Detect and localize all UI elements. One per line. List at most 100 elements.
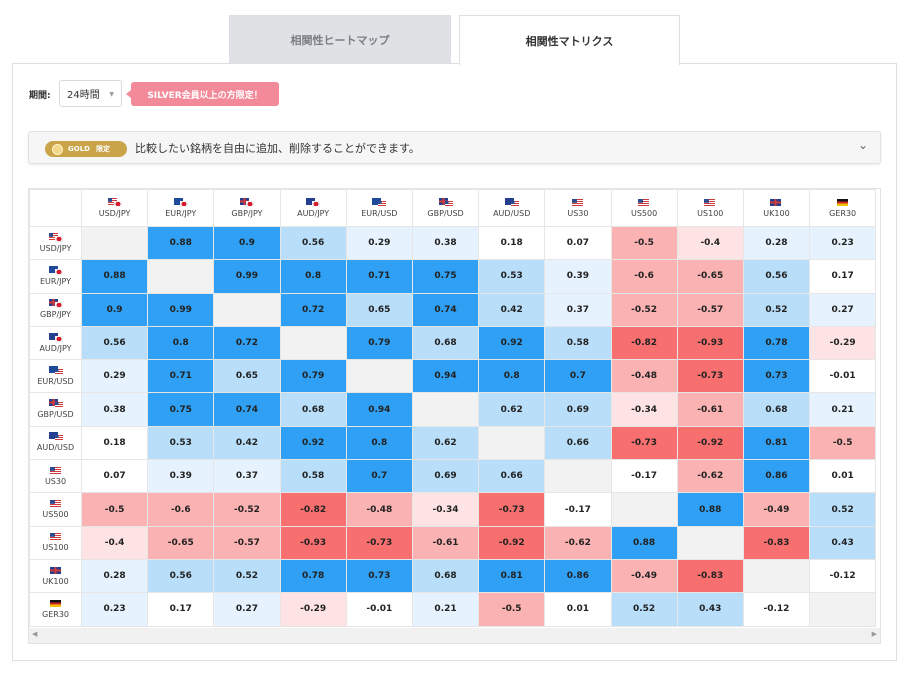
table-row: UK100 0.28 0.56 0.52 0.78 0.73 0.68 0.81 0.86 -0.… xyxy=(29,558,877,594)
correlation-cell: 0.71 xyxy=(147,359,215,394)
correlation-cell: 0.9 xyxy=(213,225,281,261)
correlation-cell: -0.34 xyxy=(610,392,678,427)
correlation-cell: 0.56 xyxy=(742,259,811,294)
flag-icon xyxy=(48,232,63,242)
correlation-cell: 0.74 xyxy=(411,292,480,327)
column-header-label: US500 xyxy=(630,208,658,218)
scroll-right-icon[interactable]: ▶ xyxy=(871,630,877,638)
correlation-cell: 0.9 xyxy=(80,292,149,327)
correlation-cell: -0.5 xyxy=(80,492,149,527)
correlation-cell: 0.58 xyxy=(544,325,612,361)
correlation-cell: -0.29 xyxy=(279,592,347,627)
correlation-cell: 0.43 xyxy=(676,592,744,627)
row-header-label: US500 xyxy=(42,510,69,520)
correlation-cell: 0.17 xyxy=(809,259,877,294)
diagonal-cell xyxy=(80,225,149,261)
diagonal-cell xyxy=(147,259,215,294)
row-header: EUR/JPY xyxy=(29,259,82,294)
correlation-cell: -0.61 xyxy=(411,525,480,560)
flag-icon xyxy=(173,197,188,207)
table-row: GBP/JPY 0.9 0.99 0.72 0.65 0.74 0.42 0.37 -0.52-… xyxy=(29,292,877,327)
chevron-down-icon[interactable]: ⌄ xyxy=(857,138,868,152)
flag-icon xyxy=(372,197,387,207)
row-header: UK100 xyxy=(29,558,82,594)
correlation-cell: -0.49 xyxy=(742,492,811,527)
correlation-cell: -0.93 xyxy=(279,525,347,560)
gold-badge-label: GOLD xyxy=(68,145,90,153)
correlation-cell: -0.48 xyxy=(345,492,413,527)
correlation-cell: -0.52 xyxy=(213,492,281,527)
correlation-cell: 0.17 xyxy=(147,592,215,627)
correlation-cell: 0.81 xyxy=(478,558,546,594)
correlation-cell: 0.74 xyxy=(213,392,281,427)
row-header: EUR/USD xyxy=(29,359,82,394)
correlation-cell: 0.86 xyxy=(544,558,612,594)
scroll-left-icon[interactable]: ◀ xyxy=(32,630,38,638)
correlation-cell: 0.72 xyxy=(213,325,281,361)
correlation-cell: 0.75 xyxy=(411,259,480,294)
correlation-cell: 0.94 xyxy=(411,359,480,394)
column-header: US500 xyxy=(610,189,678,227)
flag-icon xyxy=(504,197,519,207)
flag-icon xyxy=(107,197,122,207)
column-header: USD/JPY xyxy=(80,189,149,227)
flag-icon xyxy=(49,466,63,475)
correlation-cell: 0.62 xyxy=(478,392,546,427)
row-header: US500 xyxy=(29,492,82,527)
gold-feature-bar[interactable]: GOLD 限定 比較したい銘柄を自由に追加、削除することができます。 ⌄ xyxy=(28,131,881,164)
flag-icon xyxy=(48,399,63,409)
correlation-cell: -0.01 xyxy=(809,359,877,394)
correlation-cell: -0.4 xyxy=(676,225,744,261)
diagonal-cell xyxy=(544,459,612,494)
matrix-table: USD/JPY EUR/JPY GBP/JPY AUD/JPY EUR/USD GBP/U… xyxy=(29,189,877,627)
row-header: AUD/JPY xyxy=(29,325,82,361)
correlation-cell: -0.65 xyxy=(676,259,744,294)
silver-member-notice: SILVER会員以上の方限定！ xyxy=(126,82,279,106)
column-header-label: GBP/JPY xyxy=(231,208,263,218)
diagonal-cell xyxy=(676,525,744,560)
correlation-cell: 0.65 xyxy=(213,359,281,394)
correlation-cell: 0.56 xyxy=(80,325,149,361)
gold-badge: GOLD 限定 xyxy=(45,141,127,157)
column-header-label: GER30 xyxy=(829,208,857,218)
table-row: US100 -0.4 -0.65 -0.57 -0.93 -0.73 -0.61 -0.92-… xyxy=(29,525,877,560)
tab-matrix[interactable]: 相関性マトリクス xyxy=(459,15,680,65)
correlation-cell: -0.17 xyxy=(544,492,612,527)
correlation-cell: 0.58 xyxy=(279,459,347,494)
correlation-cell: -0.29 xyxy=(809,325,877,361)
correlation-cell: 0.01 xyxy=(544,592,612,627)
diagonal-cell xyxy=(279,325,347,361)
correlation-cell: -0.65 xyxy=(147,525,215,560)
correlation-cell: 0.68 xyxy=(411,558,480,594)
row-header-label: AUD/JPY xyxy=(39,343,72,353)
column-header: US100 xyxy=(676,189,744,227)
correlation-cell: 0.52 xyxy=(742,292,811,327)
column-header-label: AUD/USD xyxy=(493,208,531,218)
correlation-cell: 0.53 xyxy=(478,259,546,294)
correlation-cell: 0.52 xyxy=(213,558,281,594)
correlation-cell: 0.65 xyxy=(345,292,413,327)
coin-icon xyxy=(52,143,63,155)
row-header-label: AUD/USD xyxy=(36,443,75,453)
correlation-cell: 0.52 xyxy=(610,592,678,627)
period-select[interactable]: 24時間 ▼ xyxy=(59,80,122,107)
correlation-cell: 0.8 xyxy=(345,425,413,461)
horizontal-scrollbar[interactable]: ◀ ▶ xyxy=(29,628,880,643)
table-row: EUR/USD 0.29 0.71 0.65 0.79 0.94 0.8 0.7 -0.48 -0… xyxy=(29,359,877,394)
column-header-label: US30 xyxy=(567,208,589,218)
flag-icon xyxy=(48,432,63,442)
correlation-cell: -0.82 xyxy=(610,325,678,361)
correlation-cell: 0.99 xyxy=(147,292,215,327)
matrix-corner xyxy=(29,189,82,227)
tab-heatmap[interactable]: 相関性ヒートマップ xyxy=(229,15,451,64)
correlation-cell: 0.81 xyxy=(742,425,811,461)
column-header: GBP/JPY xyxy=(213,189,281,227)
correlation-cell: -0.34 xyxy=(411,492,480,527)
correlation-cell: 0.79 xyxy=(345,325,413,361)
correlation-cell: 0.92 xyxy=(478,325,546,361)
correlation-cell: 0.78 xyxy=(279,558,347,594)
correlation-cell: 0.88 xyxy=(610,525,678,560)
correlation-cell: 0.27 xyxy=(809,292,877,327)
correlation-cell: 0.94 xyxy=(345,392,413,427)
correlation-cell: 0.71 xyxy=(345,259,413,294)
